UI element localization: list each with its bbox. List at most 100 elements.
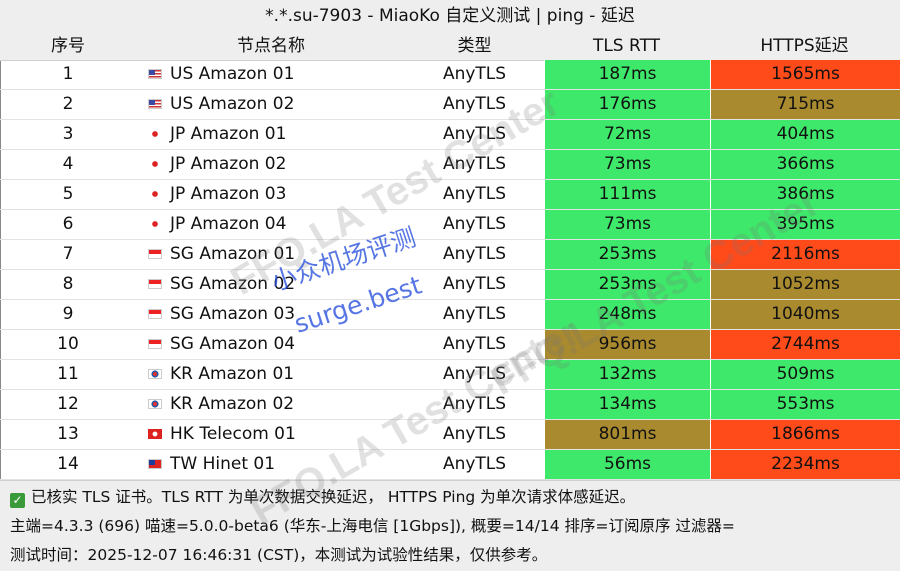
row-type: AnyTLS bbox=[442, 64, 507, 84]
row-index: 1 bbox=[62, 64, 74, 84]
header-index: 序号 bbox=[51, 36, 85, 56]
footer-line-1: ✓ 已核实 TLS 证书。TLS RTT 为单次数据交换延迟， HTTPS Pin… bbox=[10, 487, 635, 508]
table-row: 2 US Amazon 02 AnyTLS 176ms 715ms bbox=[0, 90, 900, 120]
row-type: AnyTLS bbox=[442, 244, 507, 264]
table-row: 12 KR Amazon 02 AnyTLS 134ms 553ms bbox=[0, 390, 900, 420]
row-type: AnyTLS bbox=[442, 304, 507, 324]
row-name-cell: JP Amazon 04 bbox=[136, 210, 406, 239]
check-icon: ✓ bbox=[10, 493, 25, 508]
row-name: JP Amazon 02 bbox=[170, 154, 287, 174]
jp-flag-icon bbox=[148, 219, 162, 229]
row-tls-rtt: 56ms bbox=[544, 450, 710, 479]
row-name-cell: HK Telecom 01 bbox=[136, 420, 406, 449]
table-header: 序号 节点名称 类型 TLS RTT HTTPS延迟 bbox=[0, 32, 900, 61]
row-name-cell: SG Amazon 02 bbox=[136, 270, 406, 299]
row-tls-rtt: 134ms bbox=[544, 390, 710, 419]
row-name: JP Amazon 03 bbox=[170, 184, 287, 204]
row-https-latency: 1866ms bbox=[710, 420, 900, 449]
row-index: 11 bbox=[57, 364, 79, 384]
row-name: SG Amazon 04 bbox=[170, 334, 296, 354]
header-type: 类型 bbox=[457, 36, 492, 56]
row-name: JP Amazon 01 bbox=[170, 124, 287, 144]
sg-flag-icon bbox=[148, 279, 162, 289]
table-row: 6 JP Amazon 04 AnyTLS 73ms 395ms bbox=[0, 210, 900, 240]
header-https: HTTPS延迟 bbox=[760, 36, 849, 56]
row-name-cell: TW Hinet 01 bbox=[136, 450, 406, 479]
row-name: US Amazon 02 bbox=[170, 94, 295, 114]
row-tls-rtt: 176ms bbox=[544, 90, 710, 119]
row-name-cell: JP Amazon 03 bbox=[136, 180, 406, 209]
row-index: 8 bbox=[62, 274, 74, 294]
table-row: 8 SG Amazon 02 AnyTLS 253ms 1052ms bbox=[0, 270, 900, 300]
sg-flag-icon bbox=[148, 309, 162, 319]
row-type: AnyTLS bbox=[442, 214, 507, 234]
table-row: 11 KR Amazon 01 AnyTLS 132ms 509ms bbox=[0, 360, 900, 390]
row-name: KR Amazon 02 bbox=[170, 394, 295, 414]
table-row: 13 HK Telecom 01 AnyTLS 801ms 1866ms bbox=[0, 420, 900, 450]
us-flag-icon bbox=[148, 99, 162, 109]
row-index: 2 bbox=[62, 94, 74, 114]
row-type: AnyTLS bbox=[442, 364, 507, 384]
row-https-latency: 2116ms bbox=[710, 240, 900, 269]
kr-flag-icon bbox=[148, 369, 162, 379]
kr-flag-icon bbox=[148, 399, 162, 409]
row-index: 9 bbox=[62, 304, 74, 324]
tw-flag-icon bbox=[148, 459, 162, 469]
row-https-latency: 386ms bbox=[710, 180, 900, 209]
hk-flag-icon bbox=[148, 429, 162, 439]
header-tls-rtt: TLS RTT bbox=[592, 36, 661, 56]
jp-flag-icon bbox=[148, 159, 162, 169]
row-https-latency: 553ms bbox=[710, 390, 900, 419]
row-https-latency: 1052ms bbox=[710, 270, 900, 299]
jp-flag-icon bbox=[148, 189, 162, 199]
row-tls-rtt: 132ms bbox=[544, 360, 710, 389]
row-name: US Amazon 01 bbox=[170, 64, 295, 84]
row-type: AnyTLS bbox=[442, 94, 507, 114]
row-tls-rtt: 73ms bbox=[544, 150, 710, 179]
footer-line-2: 主端=4.3.3 (696) 喵速=5.0.0-beta6 (华东-上海电信 [… bbox=[10, 517, 735, 535]
row-tls-rtt: 187ms bbox=[544, 60, 710, 89]
row-tls-rtt: 253ms bbox=[544, 270, 710, 299]
row-name-cell: US Amazon 02 bbox=[136, 90, 406, 119]
row-index: 12 bbox=[57, 394, 79, 414]
row-index: 5 bbox=[62, 184, 74, 204]
footer-line-3: 测试时间：2025-12-07 16:46:31 (CST)，本测试为试验性结果… bbox=[10, 546, 548, 564]
row-index: 14 bbox=[57, 454, 79, 474]
row-type: AnyTLS bbox=[442, 334, 507, 354]
row-tls-rtt: 111ms bbox=[544, 180, 710, 209]
table-row: 9 SG Amazon 03 AnyTLS 248ms 1040ms bbox=[0, 300, 900, 330]
footer-text-1: 已核实 TLS 证书。TLS RTT 为单次数据交换延迟， HTTPS Ping… bbox=[31, 488, 636, 506]
row-type: AnyTLS bbox=[442, 394, 507, 414]
row-index: 7 bbox=[62, 244, 74, 264]
row-https-latency: 2234ms bbox=[710, 450, 900, 479]
table-row: 3 JP Amazon 01 AnyTLS 72ms 404ms bbox=[0, 120, 900, 150]
row-name: KR Amazon 01 bbox=[170, 364, 295, 384]
row-tls-rtt: 956ms bbox=[544, 330, 710, 359]
jp-flag-icon bbox=[148, 129, 162, 139]
row-name: SG Amazon 02 bbox=[170, 274, 296, 294]
row-tls-rtt: 801ms bbox=[544, 420, 710, 449]
row-name-cell: JP Amazon 02 bbox=[136, 150, 406, 179]
row-tls-rtt: 73ms bbox=[544, 210, 710, 239]
row-https-latency: 404ms bbox=[710, 120, 900, 149]
row-name: SG Amazon 03 bbox=[170, 304, 296, 324]
row-name-cell: KR Amazon 01 bbox=[136, 360, 406, 389]
row-type: AnyTLS bbox=[442, 154, 507, 174]
row-index: 6 bbox=[62, 214, 74, 234]
row-index: 10 bbox=[57, 334, 79, 354]
row-type: AnyTLS bbox=[442, 274, 507, 294]
row-tls-rtt: 253ms bbox=[544, 240, 710, 269]
row-name-cell: KR Amazon 02 bbox=[136, 390, 406, 419]
row-name: HK Telecom 01 bbox=[170, 424, 296, 444]
row-name: SG Amazon 01 bbox=[170, 244, 296, 264]
sg-flag-icon bbox=[148, 339, 162, 349]
row-type: AnyTLS bbox=[442, 454, 507, 474]
row-https-latency: 715ms bbox=[710, 90, 900, 119]
row-name-cell: SG Amazon 03 bbox=[136, 300, 406, 329]
row-https-latency: 366ms bbox=[710, 150, 900, 179]
row-name: TW Hinet 01 bbox=[170, 454, 276, 474]
row-tls-rtt: 72ms bbox=[544, 120, 710, 149]
header-name: 节点名称 bbox=[237, 36, 305, 56]
sg-flag-icon bbox=[148, 249, 162, 259]
row-index: 13 bbox=[57, 424, 79, 444]
